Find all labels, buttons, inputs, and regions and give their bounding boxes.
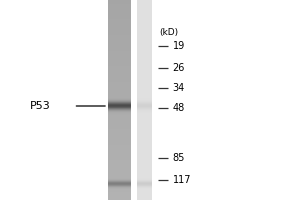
Text: 26: 26: [172, 63, 185, 73]
Text: 85: 85: [172, 153, 185, 163]
Text: 19: 19: [172, 41, 185, 51]
Text: P53: P53: [30, 101, 51, 111]
Text: 34: 34: [172, 83, 185, 93]
Text: (kD): (kD): [159, 27, 178, 36]
Text: 117: 117: [172, 175, 191, 185]
Text: 48: 48: [172, 103, 185, 113]
